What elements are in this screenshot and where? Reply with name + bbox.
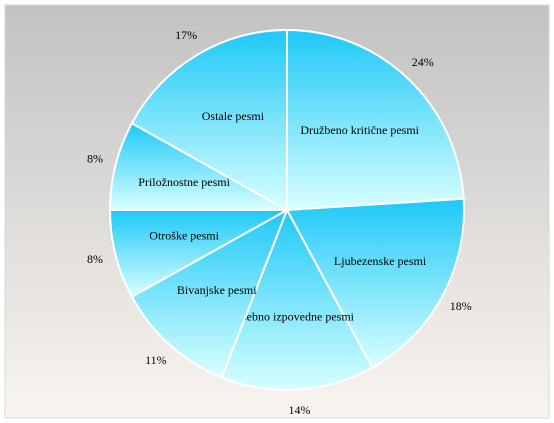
- slice-label: Priložnostne pesmi: [138, 175, 230, 189]
- slice-label: Ljubezenske pesmi: [334, 254, 427, 268]
- slice-label: Družbeno kritične pesmi: [300, 123, 419, 137]
- pie-slice: [130, 207, 289, 379]
- value-label: 17%: [175, 28, 197, 42]
- value-label: 8%: [87, 152, 103, 166]
- value-label: 11%: [145, 353, 167, 367]
- pie-slice: [286, 28, 465, 212]
- slice-label: Ostale pesmi: [202, 109, 265, 123]
- value-label: 14%: [288, 403, 310, 417]
- slice-label: Otroške pesmi: [149, 229, 219, 243]
- pie: Družbeno kritične pesmi 24% Ljubezenske pe…: [87, 28, 472, 417]
- pie-slice: [130, 28, 288, 212]
- slice-label: Osebno izpovedne pesmi: [233, 310, 354, 324]
- value-label: 18%: [450, 299, 472, 313]
- value-label: 8%: [87, 252, 103, 266]
- slice-label: Bivanjske pesmi: [177, 283, 257, 297]
- pie-slice: [220, 207, 374, 391]
- pie-slice: [108, 121, 291, 211]
- pie-slice: [108, 209, 291, 299]
- pie-slice: [285, 197, 465, 370]
- value-label: 24%: [412, 55, 434, 69]
